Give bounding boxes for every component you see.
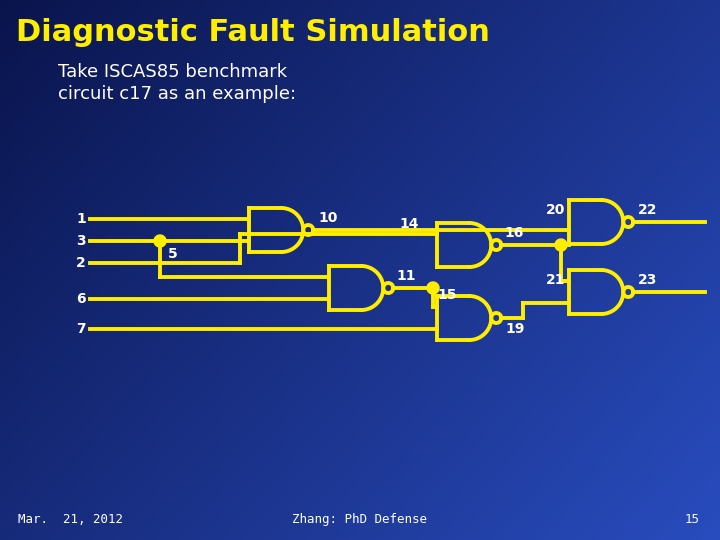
Text: 15: 15 — [685, 513, 700, 526]
Text: Mar.  21, 2012: Mar. 21, 2012 — [18, 513, 123, 526]
Polygon shape — [427, 282, 439, 294]
Text: Zhang: PhD Defense: Zhang: PhD Defense — [292, 513, 428, 526]
Text: 22: 22 — [638, 203, 658, 217]
Text: 15: 15 — [437, 288, 456, 302]
Text: 2: 2 — [76, 256, 86, 270]
Text: Diagnostic Fault Simulation: Diagnostic Fault Simulation — [16, 18, 490, 47]
Text: 23: 23 — [638, 273, 657, 287]
Text: 10: 10 — [318, 211, 338, 225]
Text: 19: 19 — [505, 322, 525, 336]
Text: 11: 11 — [396, 269, 415, 283]
Polygon shape — [154, 235, 166, 247]
Text: 1: 1 — [76, 212, 86, 226]
Text: 14: 14 — [399, 217, 418, 231]
Text: 20: 20 — [546, 203, 565, 217]
Text: 7: 7 — [76, 322, 86, 336]
Text: 3: 3 — [76, 234, 86, 248]
Text: 21: 21 — [546, 273, 565, 287]
Polygon shape — [555, 239, 567, 251]
Text: Take ISCAS85 benchmark: Take ISCAS85 benchmark — [58, 63, 287, 81]
Text: circuit c17 as an example:: circuit c17 as an example: — [58, 85, 296, 103]
Text: 6: 6 — [76, 292, 86, 306]
Text: 5: 5 — [168, 247, 178, 261]
Text: 16: 16 — [504, 226, 523, 240]
